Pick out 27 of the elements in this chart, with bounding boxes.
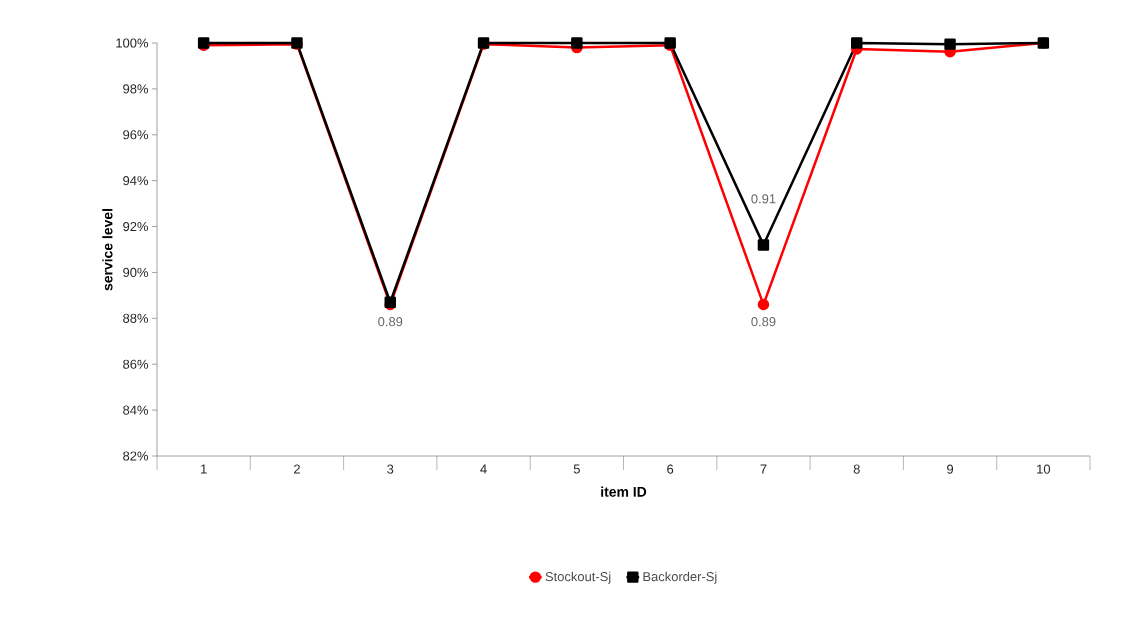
y-tick-label: 90% [123,267,149,278]
y-axis-title: service level [102,209,113,291]
x-tick-label: 2 [294,464,300,474]
x-tick-label: 7 [760,464,767,474]
y-tick-label: 88% [123,313,149,323]
x-tick-label: 9 [947,464,954,474]
x-tick-label: 6 [667,464,674,474]
data-label: 0.89 [378,317,403,327]
x-tick-label: 1 [201,464,207,474]
x-tick-label: 5 [573,464,580,474]
x-tick-label: 8 [853,464,860,474]
x-axis-title: item ID [601,486,647,497]
data-label: 0.89 [751,317,776,327]
legend-label: Stockout-Sj [545,571,611,584]
y-tick-label: 100% [116,38,149,48]
y-tick-label: 96% [123,130,149,140]
y-tick-label: 94% [123,176,149,186]
x-tick-label: 10 [1037,464,1051,474]
legend-label: Backorder-Sj [643,571,717,584]
y-tick-label: 86% [123,359,149,369]
y-tick-label: 92% [123,221,149,232]
x-tick-label: 3 [387,464,394,474]
y-tick-label: 84% [123,405,149,415]
data-label: 0.91 [751,194,776,204]
x-tick-label: 4 [480,464,487,474]
y-tick-label: 82% [123,451,149,461]
y-tick-label: 98% [123,84,149,94]
